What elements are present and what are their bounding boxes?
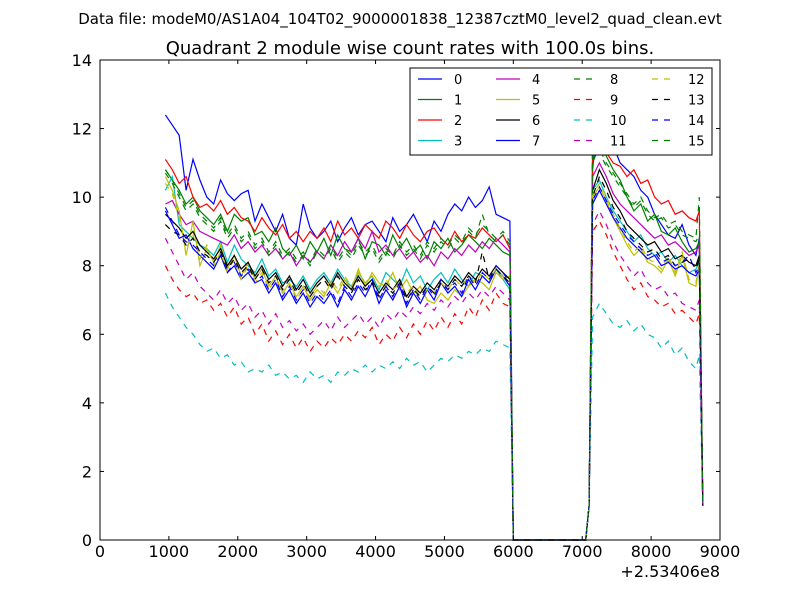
legend-label-8: 8 [610,73,618,88]
y-tick-label: 2 [82,462,92,481]
legend-label-2: 2 [454,114,462,129]
legend-label-4: 4 [532,73,540,88]
x-tick-label: 7000 [562,542,603,561]
series-line-2 [164,141,704,541]
x-tick-label: 1000 [149,542,190,561]
y-tick-label: 8 [82,257,92,276]
y-tick-label: 6 [82,325,92,344]
legend-label-10: 10 [610,114,627,129]
x-tick-label: 5000 [424,542,465,561]
data-file-label: Data file: modeM0/AS1A04_104T02_90000018… [78,10,722,29]
legend-label-13: 13 [688,94,705,109]
y-tick-label: 12 [72,120,92,139]
x-tick-label: 9000 [700,542,741,561]
legend-label-14: 14 [688,114,705,129]
x-tick-label: 6000 [493,542,534,561]
legend-label-11: 11 [610,135,627,150]
x-offset-label: +2.53406e8 [620,562,720,581]
series-line-15 [164,131,704,541]
x-tick-label: 2000 [217,542,258,561]
x-tick-label: 4000 [355,542,396,561]
series-line-10 [164,292,704,541]
x-tick-label: 3000 [286,542,327,561]
plot-frame [99,59,721,541]
legend-label-12: 12 [688,73,705,88]
legend-box [409,67,713,156]
series-line-8 [164,135,704,541]
series-line-3 [164,174,704,541]
legend-label-7: 7 [532,135,540,150]
series-line-4 [165,161,704,541]
y-tick-label: 10 [72,188,92,207]
legend-label-3: 3 [454,135,462,150]
legend-label-0: 0 [454,73,462,88]
legend-label-5: 5 [532,94,540,109]
series-layer [164,89,704,541]
legend-label-15: 15 [688,135,705,150]
x-tick-label: 8000 [631,542,672,561]
legend-label-6: 6 [532,114,540,129]
chart-title: Quadrant 2 module wise count rates with … [166,38,655,59]
series-line-14 [164,185,704,541]
axes-layer: 0 1000 2000 3000 4000 5000 6000 7000 8000 9000 0 2 4… [72,51,741,561]
y-tick-label: 4 [82,394,92,413]
legend-label-1: 1 [454,94,462,109]
y-tick-label: 0 [82,531,92,550]
series-line-6 [164,168,704,541]
y-tick-label: 14 [72,51,92,70]
series-line-9 [164,219,704,541]
x-tick-label: 0 [95,542,105,561]
series-line-7 [164,188,704,541]
legend-label-9: 9 [610,94,618,109]
series-line-0 [164,89,704,541]
